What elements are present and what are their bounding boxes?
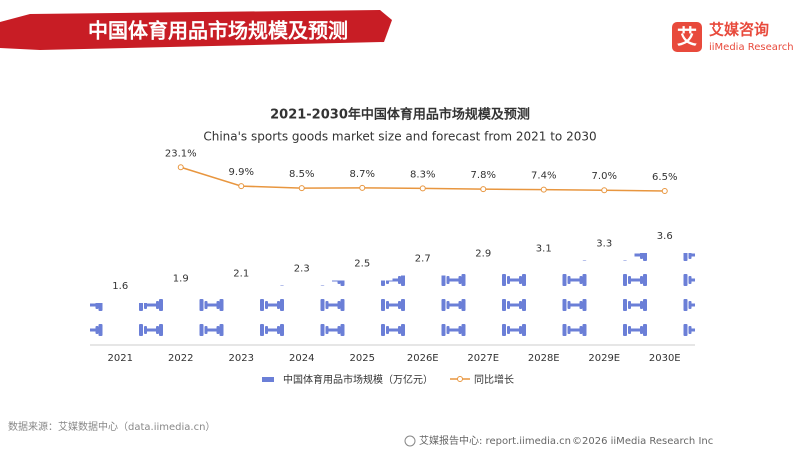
line-point xyxy=(480,186,487,193)
line-point xyxy=(419,185,426,192)
x-tick-label: 2023 xyxy=(229,353,254,364)
legend-label: 中国体育用品市场规模（万亿元） xyxy=(283,373,433,386)
line-label: 7.0% xyxy=(592,171,617,182)
bar xyxy=(634,253,695,343)
bar-label: 2.5 xyxy=(354,259,370,270)
x-tick-label: 2030E xyxy=(649,353,681,364)
line-label: 8.5% xyxy=(289,169,314,180)
bar xyxy=(332,280,393,343)
bar-label: 3.1 xyxy=(536,244,552,255)
line-point xyxy=(661,187,668,194)
x-tick-label: 2029E xyxy=(588,353,620,364)
bar xyxy=(392,275,453,343)
chart-title: 2021-2030年中国体育用品市场规模及预测 xyxy=(270,107,530,123)
x-tick-label: 2024 xyxy=(289,353,314,364)
bar xyxy=(574,260,635,343)
x-tick-label: 2027E xyxy=(467,353,499,364)
bar-label: 2.9 xyxy=(475,249,491,260)
bar-label: 2.1 xyxy=(233,269,249,280)
logo-sub: iiMedia Research xyxy=(709,42,794,53)
bar-label: 1.9 xyxy=(173,274,189,285)
line-point xyxy=(540,186,547,193)
header-title: 中国体育用品市场规模及预测 xyxy=(88,19,348,43)
bar xyxy=(90,303,151,343)
line-label: 8.7% xyxy=(350,169,375,180)
x-tick-label: 2021 xyxy=(108,353,133,364)
logo-mark: 艾 xyxy=(677,25,697,49)
logo-box xyxy=(672,22,702,52)
line-point xyxy=(601,187,608,194)
footer-report: 艾媒报告中心: report.iimedia.cn xyxy=(419,434,571,447)
bar xyxy=(453,270,514,343)
logo-name: 艾媒咨询 xyxy=(709,21,769,39)
source: 数据来源：艾媒数据中心（data.iimedia.cn） xyxy=(8,420,215,433)
bar-label: 1.6 xyxy=(112,281,128,292)
legend-swatch xyxy=(457,376,463,382)
line-label: 6.5% xyxy=(652,172,677,183)
legend-swatch xyxy=(262,377,274,382)
footer-copyright: ©2026 iiMedia Research Inc xyxy=(572,436,713,447)
line-point xyxy=(359,184,366,191)
bar-label: 3.6 xyxy=(657,231,673,242)
bar xyxy=(271,285,332,343)
line-label: 9.9% xyxy=(229,167,254,178)
bar-label: 3.3 xyxy=(596,239,612,250)
x-tick-label: 2025 xyxy=(350,353,375,364)
line-point xyxy=(238,183,245,190)
bar xyxy=(513,265,574,343)
header-banner xyxy=(0,10,392,50)
bar-label: 2.7 xyxy=(415,254,431,265)
bar-label: 2.3 xyxy=(294,264,310,275)
line-point xyxy=(298,185,305,192)
line-label: 7.8% xyxy=(471,170,496,181)
footer-icon xyxy=(404,435,416,447)
bar xyxy=(150,295,211,343)
x-tick-label: 2026E xyxy=(407,353,439,364)
line-label: 23.1% xyxy=(165,148,197,159)
x-tick-label: 2028E xyxy=(528,353,560,364)
line-label: 7.4% xyxy=(531,171,556,182)
legend-label: 同比增长 xyxy=(474,373,514,386)
line-label: 8.3% xyxy=(410,169,435,180)
chart-subtitle: China's sports goods market size and for… xyxy=(203,130,596,144)
bar xyxy=(211,290,272,343)
line-point xyxy=(177,164,184,171)
x-tick-label: 2022 xyxy=(168,353,193,364)
